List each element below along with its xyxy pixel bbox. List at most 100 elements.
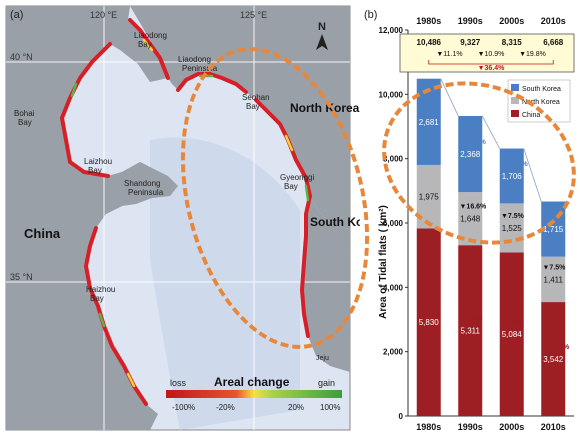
place-liaodong-peninsula: Liaodong Peninsula (178, 55, 218, 73)
bar-segment-north-korea (541, 256, 566, 303)
bar-segment-south-korea (541, 201, 566, 257)
category-label-top: 2000s (499, 16, 524, 26)
chart-legend: South Korea North Korea China (507, 79, 571, 123)
change-label-china: ▼8.9% (460, 316, 484, 323)
bar-chart: (b) Area of Tidal flats ( km²) 0 2,000 4,0… (364, 9, 575, 432)
legend-label-north-korea: North Korea (522, 99, 560, 106)
jeju-island (314, 343, 332, 353)
country-label-china: China (24, 226, 61, 241)
bar-segment-south-korea (416, 78, 441, 165)
change-label-south-korea: ▼27.9% (501, 161, 529, 168)
category-label-top: 2010s (541, 16, 566, 26)
place-liaodong-bay: Liaodong Bay (134, 31, 167, 49)
bar-segment-china (458, 245, 483, 416)
country-label-south-korea: South Korea (310, 215, 360, 229)
total-change-label: ▼10.9% (478, 51, 505, 58)
chart-panel: (b) Area of Tidal flats ( km²) 0 2,000 4,0… (360, 0, 580, 438)
bar-segment-china (499, 252, 524, 416)
place-laizhou-bay: Laizhou Bay (84, 157, 112, 175)
category-label-bottom: 1980s (416, 422, 441, 432)
category-label-top: 1990s (458, 16, 483, 26)
category-label-top: 1980s (416, 16, 441, 26)
bar-value-label: 3,542 (543, 355, 564, 364)
bohai-coast-change (59, 42, 112, 178)
bar-value-label: 5,830 (419, 318, 440, 327)
legend-tick-1: -20% (216, 403, 235, 412)
liaodong-peninsula-coast-change (176, 72, 248, 94)
totals-box (399, 33, 575, 73)
change-label-south-korea: ▼11.7% (460, 139, 487, 146)
shandong-peninsula-land (106, 162, 178, 214)
country-label-north-korea: North Korea (290, 101, 360, 115)
legend-label-south-korea: South Korea (522, 86, 561, 93)
y-tick-label: 10,000 (379, 90, 404, 99)
bar-segment-north-korea (416, 164, 441, 229)
change-label-china: ▼4.3% (501, 319, 525, 326)
map-panel: (a) 120 °E 125 °E 40 °N 35 °N N China No… (5, 5, 382, 431)
bar-value-label: 1,525 (502, 224, 523, 233)
y-tick-label: 6,000 (383, 219, 404, 228)
overall-change-label: ▼36.4% (478, 65, 506, 72)
legend-color-ramp (166, 390, 342, 398)
y-tick-label: 12,000 (379, 26, 404, 35)
bar-value-label: 1,715 (543, 225, 564, 234)
place-haizhou-bay: Haizhou Bay (86, 285, 115, 303)
liaodong-coast-change (128, 18, 170, 80)
bar-segment-north-korea (458, 192, 483, 246)
north-arrow-icon (316, 34, 328, 50)
trend-connector (481, 115, 501, 149)
chart-ylabel: Area of Tidal flats ( km²) (378, 205, 389, 319)
y-tick-label: 2,000 (383, 348, 404, 357)
bar-value-label: 5,311 (461, 327, 481, 336)
chart-panel-label: (b) (364, 9, 377, 21)
longitude-label-125: 125 °E (240, 10, 267, 20)
change-label-north-korea: ▼7.5% (501, 213, 525, 220)
change-label-south-korea: ▲0.5% (543, 214, 567, 221)
gyeonggi-coast-change (299, 176, 313, 338)
bar-segment-china (541, 302, 566, 416)
overall-change-bracket (428, 60, 554, 65)
place-gyeonggi-bay: Gyeonggi Bay (280, 173, 314, 191)
category-label-bottom: 2000s (499, 422, 524, 432)
legend-high-label: gain (318, 378, 335, 388)
trend-connector (440, 78, 459, 117)
legend-swatch-china (511, 110, 519, 117)
bar-segment-south-korea (499, 148, 524, 204)
bar-value-label: 5,084 (502, 330, 523, 339)
legend-tick-2: 20% (288, 403, 304, 412)
y-tick-label: 4,000 (383, 283, 404, 292)
total-value-label: 10,486 (417, 38, 442, 47)
legend-swatch-south-korea (511, 84, 519, 91)
category-label-bottom: 1990s (458, 422, 483, 432)
latitude-label-40: 40 °N (10, 52, 33, 62)
map-panel-label: (a) (10, 9, 23, 21)
total-change-label: ▼19.8% (519, 51, 546, 58)
change-label-north-korea: ▼16.6% (460, 204, 488, 211)
bar-value-label: 2,681 (419, 118, 440, 127)
legend-title: Areal change (214, 375, 290, 389)
north-label: N (318, 21, 326, 33)
latitude-label-35: 35 °N (10, 272, 33, 282)
y-tick-label: 0 (399, 412, 404, 421)
change-label-north-korea: ▼7.5% (543, 264, 567, 271)
total-value-label: 6,668 (543, 38, 564, 47)
seohan-coast-change (254, 98, 308, 180)
change-label-china: ▼30.3% (543, 344, 571, 351)
y-tick-label: 8,000 (383, 155, 404, 164)
yellow-sea-deep (150, 137, 300, 430)
korea-south-land (302, 196, 350, 372)
bar-value-label: 1,975 (419, 193, 440, 202)
longitude-label-120: 120 °E (90, 10, 117, 20)
legend-label-china: China (522, 112, 540, 119)
bar-segment-north-korea (499, 203, 524, 253)
total-value-label: 9,327 (460, 38, 481, 47)
category-label-bottom: 2010s (541, 422, 566, 432)
place-seohan-bay: Seohan Bay (242, 93, 270, 111)
total-value-label: 8,315 (502, 38, 523, 47)
total-change-label: ▼11.1% (436, 51, 462, 58)
place-shandong-peninsula: Shandong Peninsula (124, 179, 164, 197)
legend-swatch-north-korea (511, 97, 519, 104)
legend-low-label: loss (170, 378, 187, 388)
place-jeju: Jeju (316, 355, 329, 362)
place-bohai-bay: Bohai Bay (14, 109, 35, 127)
